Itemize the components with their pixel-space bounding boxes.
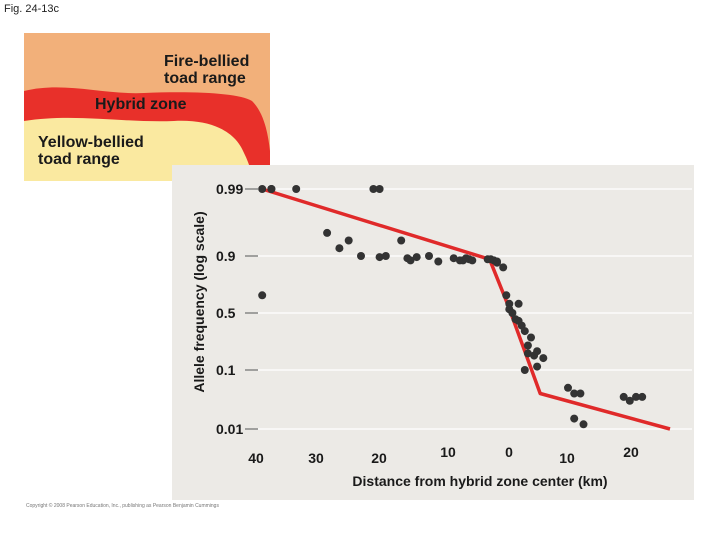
data-point — [502, 291, 511, 300]
data-point — [292, 185, 301, 193]
data-point — [564, 383, 572, 392]
data-point — [267, 185, 276, 193]
data-point — [344, 236, 353, 245]
data-point — [520, 327, 529, 336]
y-tick-label: 0.99 — [216, 181, 243, 197]
data-point — [375, 185, 384, 193]
data-point — [381, 252, 390, 260]
data-point — [570, 389, 579, 398]
data-point — [527, 333, 535, 342]
hybrid-zone-label: Hybrid zone — [95, 96, 187, 113]
data-point — [449, 254, 458, 263]
data-point — [406, 256, 415, 265]
fire-bellied-label: Fire-bellied toad range — [164, 53, 250, 87]
trend-line — [261, 187, 671, 431]
data-point — [632, 392, 640, 401]
data-point — [258, 291, 267, 300]
x-tick-label: 10 — [559, 450, 575, 466]
data-point — [576, 389, 585, 398]
data-point — [533, 362, 542, 371]
data-point — [625, 396, 634, 405]
x-tick-label: 0 — [505, 444, 513, 460]
data-point — [523, 341, 532, 350]
x-tick-label: 10 — [440, 444, 456, 460]
x-tick-label: 20 — [371, 450, 387, 466]
x-axis-label: Distance from hybrid zone center (km) — [352, 473, 608, 489]
data-point — [369, 185, 378, 193]
data-point — [520, 366, 529, 374]
data-point — [533, 347, 542, 356]
y-tick-label: 0.9 — [216, 248, 236, 264]
x-tick-label: 40 — [248, 450, 264, 466]
data-point — [375, 253, 384, 262]
range-map — [24, 33, 270, 181]
data-point — [468, 256, 477, 265]
data-point — [508, 309, 517, 317]
data-point — [514, 299, 523, 308]
data-point — [523, 349, 532, 358]
data-point — [258, 185, 267, 193]
data-point — [412, 253, 421, 262]
y-tick-label: 0.01 — [216, 421, 243, 437]
plot-panel — [172, 165, 694, 500]
data-point — [434, 257, 443, 266]
x-tick-label: 30 — [308, 450, 324, 466]
y-tick-label: 0.5 — [216, 305, 236, 321]
data-point — [425, 252, 433, 260]
data-point — [357, 252, 365, 260]
data-point — [638, 392, 647, 401]
data-point — [499, 263, 508, 272]
copyright-notice: Copyright © 2008 Pearson Education, Inc.… — [26, 503, 219, 509]
y-tick-label: 0.1 — [216, 362, 236, 378]
figure-label: Fig. 24-13c — [4, 3, 60, 15]
yellow-bellied-label: Yellow-bellied toad range — [38, 134, 144, 168]
data-point — [579, 420, 588, 429]
data-point — [397, 236, 406, 245]
y-axis-label: Allele frequency (log scale) — [191, 211, 207, 393]
data-point — [539, 354, 548, 363]
data-point — [619, 392, 628, 401]
data-point — [323, 228, 332, 237]
data-point — [493, 257, 501, 266]
data-point — [570, 414, 579, 423]
x-tick-label: 20 — [623, 444, 639, 460]
data-point — [335, 244, 344, 253]
